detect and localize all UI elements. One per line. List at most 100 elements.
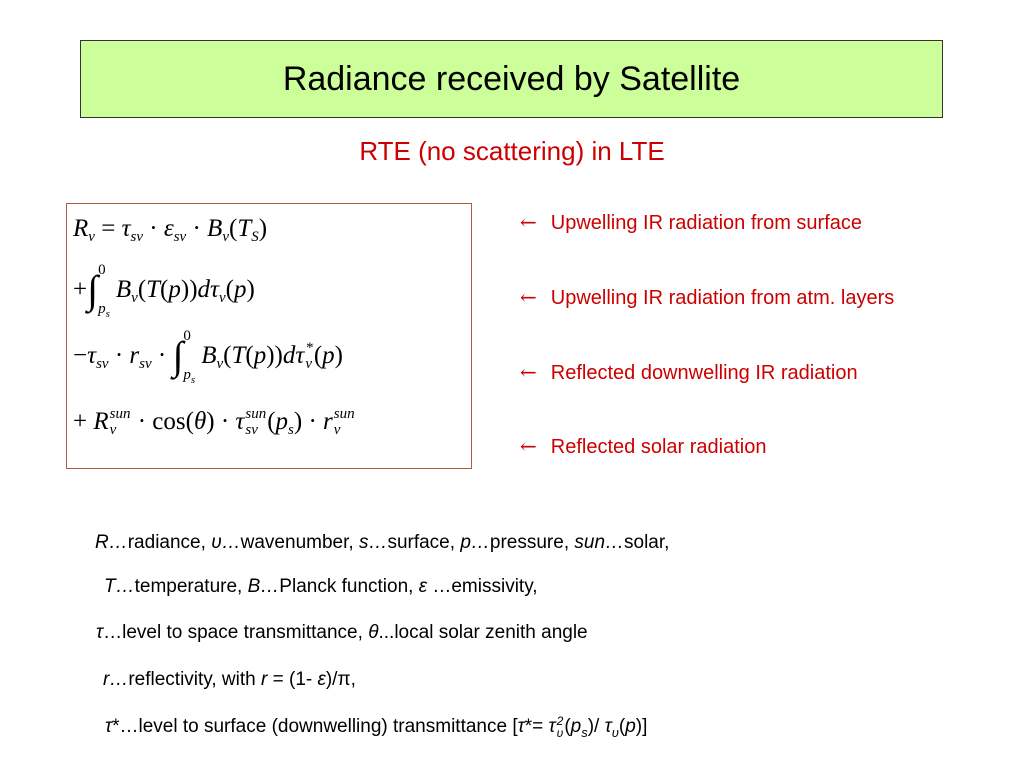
superscript: * [305, 340, 313, 356]
integral: ∫ [87, 267, 99, 312]
text-segment: p [275, 408, 289, 435]
subtitle: RTE (no scattering) in LTE [359, 136, 665, 166]
text-segment: τ [105, 716, 113, 738]
text-segment: ) · [293, 408, 324, 435]
text-segment: wavenumber, [240, 532, 359, 553]
annotation: ← Reflected downwelling IR radiation [520, 360, 858, 385]
text-segment: T [231, 342, 246, 369]
text-segment: d [197, 276, 211, 303]
definition-line: τ…level to space transmittance, θ...loca… [96, 622, 588, 644]
text-segment: θ [193, 408, 207, 435]
text-segment: τ [121, 215, 131, 242]
text-segment: τ [87, 342, 97, 369]
text-segment: ( [564, 716, 571, 738]
text-segment: *…level to surface (downwelling) transmi… [112, 716, 518, 738]
definition-line: r…reflectivity, with r = (1- ε)/π, [103, 669, 356, 691]
text-segment: Planck function, [279, 576, 419, 597]
text-segment: S [251, 228, 259, 245]
text-segment: R [93, 408, 109, 435]
text-segment: ε [163, 215, 174, 242]
upper-limit: 0 [183, 328, 191, 344]
text-segment: · cos( [131, 408, 194, 435]
lower-limit: ps [183, 367, 196, 386]
text-segment: τ [604, 716, 612, 738]
subscript: ν [305, 356, 312, 372]
text-segment: ε [317, 669, 326, 690]
text-segment: · [108, 342, 130, 369]
text-segment: υ [611, 725, 619, 741]
text-segment: surface, [387, 532, 461, 553]
annotation-text: Reflected downwelling IR radiation [550, 362, 858, 384]
text-segment: p [233, 276, 247, 303]
limits: 0 ps [183, 328, 196, 386]
text-segment: )) [266, 342, 283, 369]
definition-line: T…temperature, B…Planck function, ε …emi… [104, 576, 538, 598]
text-segment: ) [334, 342, 343, 369]
superscript: sun [333, 406, 355, 422]
text-segment: ν [216, 355, 224, 372]
annotation: ← Reflected solar radiation [520, 434, 766, 459]
text-segment: T… [104, 576, 135, 597]
text-segment: sν [130, 228, 144, 245]
text-segment: ( [267, 408, 276, 435]
text-segment: ( [313, 342, 323, 369]
text-segment: · [186, 215, 208, 242]
subscript: υ [556, 726, 564, 740]
text-segment: + [73, 408, 94, 435]
text-segment: ...local solar zenith angle [378, 622, 588, 643]
text-segment: τ [235, 408, 245, 435]
text-segment: )] [635, 716, 648, 738]
text-segment: τ [295, 342, 305, 369]
annotation: ← Upwelling IR radiation from atm. layers [520, 285, 894, 310]
text-segment: )/ [587, 716, 605, 738]
text-segment: sν [173, 228, 187, 245]
arrow: ← [520, 360, 537, 384]
text-segment: reflectivity, with [128, 669, 262, 690]
text-segment: r [261, 669, 268, 690]
text-segment: …emissivity, [427, 576, 538, 597]
text-segment: p [625, 716, 636, 738]
text-segment: B… [247, 576, 280, 597]
text-segment: ) [246, 276, 255, 303]
subscript: ν [109, 422, 117, 438]
text-segment: · [143, 215, 164, 242]
text-segment: sun… [574, 532, 625, 553]
text-segment: + [73, 276, 88, 303]
text-segment: p [253, 342, 267, 369]
text-segment: T [237, 215, 252, 242]
text-segment: B [207, 215, 223, 242]
text-segment: · [151, 342, 173, 369]
text-segment: ( [228, 215, 238, 242]
text-segment: …level to space transmittance, [103, 622, 369, 643]
title: Radiance received by Satellite [282, 59, 741, 98]
text-segment: T [146, 276, 161, 303]
text-segment: *= [524, 716, 549, 738]
annotation-text: Reflected solar radiation [550, 436, 767, 458]
arrow: ← [520, 285, 537, 309]
sup-sub: sun ν [334, 406, 355, 438]
limits: 0 ps [98, 262, 110, 320]
superscript: sun [245, 406, 267, 422]
text-segment: ) [258, 215, 268, 242]
text-segment: τ [517, 716, 525, 738]
text-segment: pressure, [489, 532, 575, 553]
text-segment: ( [245, 342, 254, 369]
text-segment: = [94, 215, 122, 242]
text-segment: temperature, [134, 576, 248, 597]
sup-sub: * ν [305, 340, 313, 372]
lower-limit-sub: s [190, 374, 196, 386]
text-segment: = (1- [267, 669, 318, 690]
subscript: sν [245, 422, 258, 438]
text-segment: r… [103, 669, 129, 690]
text-segment: ( [618, 716, 626, 738]
text-segment: s… [358, 532, 388, 553]
text-segment: solar, [624, 532, 670, 553]
text-segment: υ… [211, 532, 241, 553]
text-segment: τ [96, 622, 104, 643]
annotation-text: Upwelling IR radiation from surface [550, 212, 863, 234]
lower-limit: ps [98, 301, 110, 320]
sup-sub: sun ν [110, 406, 131, 438]
